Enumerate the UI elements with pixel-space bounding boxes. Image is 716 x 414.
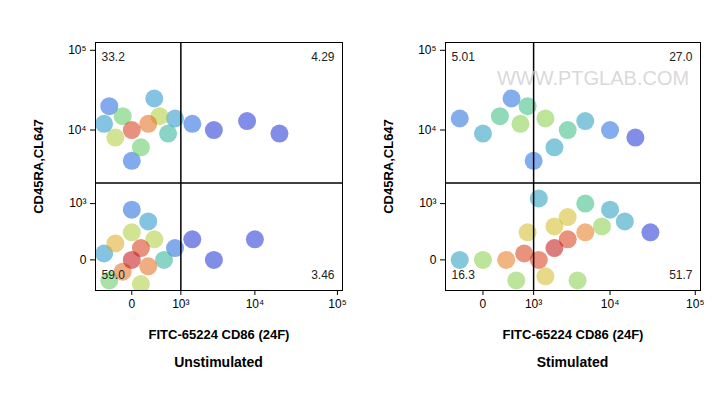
svg-text:FITC-65224 CD86 (24F): FITC-65224 CD86 (24F)	[149, 327, 290, 342]
svg-text:10³: 10³	[69, 196, 86, 210]
svg-text:CD45RA,CL647: CD45RA,CL647	[381, 119, 396, 214]
svg-text:0: 0	[430, 253, 437, 267]
svg-text:FITC-65224 CD86 (24F): FITC-65224 CD86 (24F)	[503, 327, 644, 342]
svg-text:10⁵: 10⁵	[328, 297, 346, 311]
svg-text:10⁵: 10⁵	[418, 43, 436, 57]
svg-text:0: 0	[80, 253, 87, 267]
svg-text:3.46: 3.46	[311, 268, 335, 282]
html-text:Unstimulated: Unstimulated	[174, 354, 263, 370]
svg-text:10⁴: 10⁴	[68, 123, 87, 137]
svg-text:10⁴: 10⁴	[418, 123, 437, 137]
svg-text:0: 0	[128, 297, 135, 311]
svg-text:27.0: 27.0	[669, 50, 693, 64]
svg-text:33.2: 33.2	[102, 50, 126, 64]
svg-text:10⁵: 10⁵	[686, 297, 704, 311]
svg-text:10⁵: 10⁵	[68, 43, 86, 57]
svg-text:WWW.PTGLAB.COM: WWW.PTGLAB.COM	[497, 67, 689, 89]
svg-text:10⁴: 10⁴	[246, 297, 265, 311]
svg-text:59.0: 59.0	[102, 268, 126, 282]
svg-text:10⁴: 10⁴	[601, 297, 620, 311]
html-text:Stimulated: Stimulated	[536, 354, 609, 370]
svg-text:CD45RA,CL647: CD45RA,CL647	[31, 119, 46, 214]
svg-text:5.01: 5.01	[452, 50, 476, 64]
svg-text:4.29: 4.29	[311, 50, 335, 64]
svg-text:0: 0	[480, 297, 487, 311]
svg-text:10³: 10³	[172, 297, 189, 311]
svg-text:10³: 10³	[525, 297, 542, 311]
svg-text:51.7: 51.7	[669, 268, 693, 282]
svg-text:10³: 10³	[419, 196, 436, 210]
svg-text:16.3: 16.3	[452, 268, 476, 282]
